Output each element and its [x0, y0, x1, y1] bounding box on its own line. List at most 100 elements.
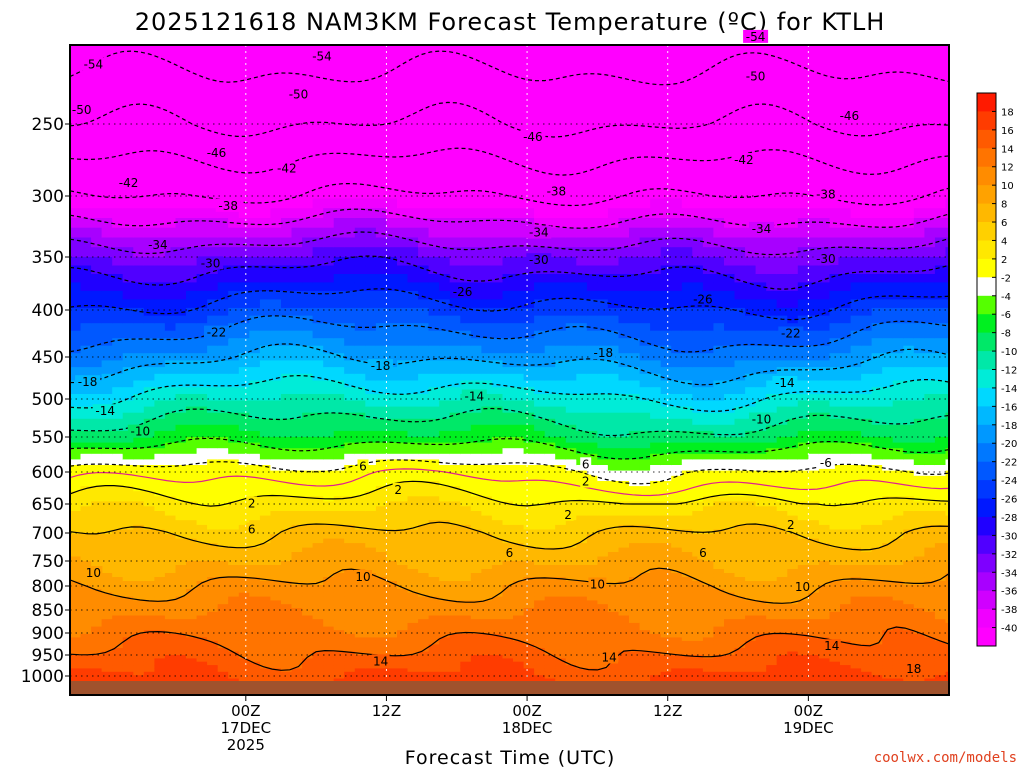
temperature-band-cell [112, 637, 124, 642]
temperature-band-cell [544, 430, 556, 438]
temperature-band-cell [555, 640, 567, 645]
temperature-band-cell [291, 315, 303, 324]
temperature-band-cell [228, 496, 240, 502]
temperature-band-cell [102, 21, 113, 37]
temperature-band-cell [143, 299, 155, 309]
temperature-band-cell [122, 367, 134, 375]
temperature-band-cell [481, 448, 493, 455]
temperature-band-cell [513, 307, 525, 317]
temperature-band-cell [70, 596, 82, 601]
temperature-band-cell [397, 373, 409, 382]
temperature-band-cell [386, 380, 398, 388]
temperature-band-cell [534, 218, 546, 229]
temperature-band-cell [312, 534, 324, 540]
temperature-band-cell [513, 592, 525, 598]
temperature-band-cell [133, 626, 145, 631]
temperature-band-cell [365, 406, 377, 414]
temperature-band-cell [534, 412, 546, 420]
temperature-band-cell [112, 481, 124, 487]
temperature-band-cell [439, 619, 451, 624]
temperature-band-cell [523, 592, 535, 598]
temperature-band-cell [259, 615, 271, 620]
temperature-band-cell [491, 257, 503, 267]
temperature-band-cell [428, 648, 440, 653]
temperature-band-cell [186, 129, 198, 142]
temperature-band-cell [112, 515, 124, 521]
temperature-band-cell [460, 604, 472, 609]
temperature-band-cell [354, 257, 366, 267]
temperature-band-cell [491, 282, 503, 292]
temperature-band-cell [544, 330, 556, 339]
temperature-band-cell [344, 290, 356, 300]
temperature-band-cell [491, 116, 503, 131]
temperature-band-cell [281, 640, 293, 645]
temperature-band-cell [333, 515, 345, 521]
temperature-band-cell [397, 465, 409, 472]
temperature-band-cell [186, 592, 198, 598]
temperature-band-cell [407, 561, 419, 566]
temperature-band-cell [502, 604, 514, 609]
temperature-band-cell [449, 373, 461, 382]
temperature-band-cell [133, 622, 145, 628]
temperature-band-cell [470, 538, 482, 544]
temperature-band-cell [302, 373, 314, 382]
temperature-band-cell [207, 367, 219, 375]
temperature-band-cell [513, 573, 525, 578]
temperature-band-cell [228, 648, 240, 653]
temperature-band-cell [291, 406, 303, 414]
temperature-band-cell [375, 141, 387, 154]
temperature-band-cell [270, 608, 282, 613]
temperature-band-cell [112, 511, 124, 517]
temperature-band-cell [333, 227, 345, 239]
temperature-band-cell [259, 569, 271, 574]
temperature-band-cell [259, 552, 271, 558]
temperature-band-cell [544, 648, 556, 653]
temperature-band-cell [133, 556, 145, 562]
temperature-band-cell [397, 588, 409, 594]
temperature-band-cell [70, 227, 82, 239]
temperature-band-cell [196, 481, 208, 487]
temperature-band-cell [375, 524, 387, 531]
temperature-band-cell [312, 585, 324, 590]
temperature-band-cell [386, 406, 398, 414]
temperature-band-cell [228, 116, 240, 131]
temperature-band-cell [259, 506, 271, 512]
temperature-band-cell [555, 367, 567, 375]
temperature-band-cell [207, 619, 219, 624]
temperature-band-cell [228, 678, 240, 683]
temperature-band-cell [418, 675, 430, 680]
temperature-band-cell [386, 543, 398, 549]
temperature-band-cell [439, 524, 451, 531]
temperature-band-cell [291, 668, 303, 673]
temperature-band-cell [365, 511, 377, 517]
temperature-band-cell [196, 367, 208, 375]
temperature-band-cell [70, 299, 82, 309]
temperature-band-cell [544, 585, 556, 590]
temperature-band-cell [460, 141, 472, 154]
temperature-band-cell [186, 615, 198, 620]
temperature-band-cell [544, 323, 556, 332]
temperature-band-cell [101, 164, 113, 177]
temperature-band-cell [259, 491, 271, 497]
temperature-band-cell [354, 561, 366, 566]
temperature-band-cell [523, 633, 535, 638]
temperature-band-cell [270, 600, 282, 605]
temperature-band-cell [112, 491, 124, 497]
temperature-band-cell [249, 52, 261, 70]
temperature-band-cell [523, 556, 535, 562]
temperature-band-cell [491, 569, 503, 574]
temperature-band-cell [449, 345, 461, 354]
temperature-band-cell [228, 274, 240, 284]
temperature-band-cell [354, 611, 366, 617]
temperature-band-cell [397, 596, 409, 601]
temperature-band-cell [154, 453, 166, 460]
temperature-band-cell [249, 282, 261, 292]
temperature-band-cell [238, 648, 250, 653]
temperature-band-cell [207, 675, 219, 680]
temperature-band-cell [491, 619, 503, 624]
temperature-band-cell [238, 394, 250, 402]
temperature-band-cell [112, 198, 124, 209]
temperature-band-cell [217, 538, 229, 544]
temperature-band-cell [439, 330, 451, 339]
temperature-band-cell [281, 506, 293, 512]
